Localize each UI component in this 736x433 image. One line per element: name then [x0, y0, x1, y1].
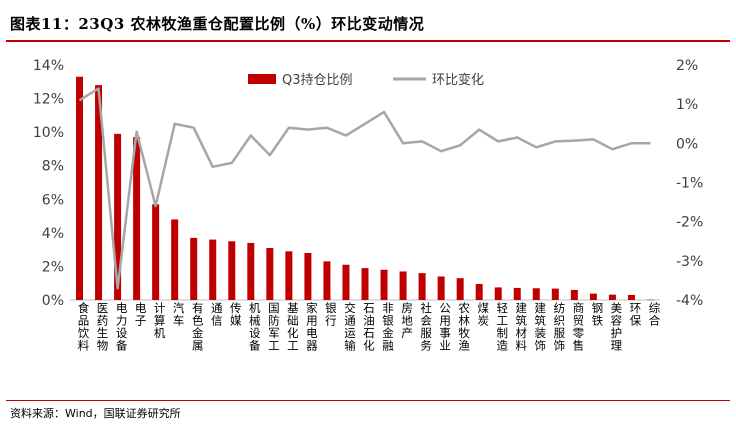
y-left-tick-label: 2% — [42, 259, 64, 275]
bar — [627, 294, 635, 300]
x-tick-label: 交通运输 — [344, 301, 356, 353]
bar — [475, 284, 483, 300]
x-tick-label: 计算机 — [154, 301, 166, 340]
y-left-tick-label: 0% — [42, 293, 64, 309]
x-tick-label: 纺织服饰 — [554, 301, 566, 353]
bar — [190, 237, 198, 300]
x-tick-label: 非银金融 — [382, 301, 394, 353]
x-tick-label: 有色金属 — [192, 301, 204, 353]
y-left-tick-label: 8% — [42, 159, 64, 175]
bar — [209, 239, 217, 300]
x-tick-label: 建筑装饰 — [535, 301, 547, 353]
y-right-tick-label: -2% — [676, 215, 703, 231]
x-tick-label: 电力设备 — [116, 301, 128, 353]
chart-title: 图表11：23Q3 农林牧渔重仓配置比例（%）环比变动情况 — [10, 15, 425, 33]
x-tick-label: 传媒 — [230, 301, 242, 328]
x-tick-label: 医药生物 — [97, 301, 109, 353]
legend-label-bar: Q3持仓比例 — [282, 73, 353, 88]
bar — [133, 137, 141, 300]
bar — [304, 253, 312, 300]
x-tick-label: 煤炭 — [477, 301, 489, 328]
bar — [513, 287, 521, 300]
bar — [570, 289, 578, 300]
source-divider — [6, 400, 730, 401]
y-right-tick-label: 2% — [676, 58, 698, 74]
x-tick-label: 公用事业 — [439, 301, 451, 353]
bar — [532, 288, 540, 300]
x-tick-label: 石油石化 — [363, 301, 375, 353]
bar — [361, 268, 369, 300]
bar — [152, 204, 160, 300]
y-left-tick-label: 12% — [33, 92, 64, 108]
y-left-tick-label: 6% — [42, 192, 64, 208]
bar — [247, 242, 255, 300]
x-tick-label: 银行 — [325, 301, 337, 328]
bar — [456, 278, 464, 300]
axes: 0% 2% 4% 6% 8% 10% 12% 14% -4% -3% -2% -1% 0% 1% 2% — [33, 58, 703, 309]
y-right-tick-label: -1% — [676, 176, 703, 192]
x-tick-label: 建筑材料 — [516, 301, 528, 353]
bar — [646, 299, 654, 301]
bar — [418, 273, 426, 300]
x-tick-label: 机械设备 — [249, 301, 261, 353]
bar — [228, 241, 236, 300]
change-line — [78, 87, 651, 290]
legend: Q3持仓比例 环比变化 — [248, 72, 484, 88]
y-left-tick-label: 10% — [33, 125, 64, 141]
y-left-tick-label: 14% — [33, 58, 64, 74]
bar — [114, 133, 122, 300]
x-tick-label: 房地产 — [401, 301, 413, 340]
x-tick-label: 综合 — [649, 301, 661, 328]
legend-swatch-bar — [248, 74, 276, 84]
y-right-tick-label: -4% — [676, 293, 703, 309]
x-tick-label: 电子 — [135, 301, 147, 328]
x-tick-label: 汽车 — [173, 301, 185, 328]
x-tick-label: 通信 — [211, 301, 223, 328]
x-axis-labels: 食品饮料医药生物电力设备电子计算机汽车有色金属通信传媒机械设备国防军工基础化工家… — [78, 301, 661, 353]
y-right-tick-label: -3% — [676, 254, 703, 270]
x-tick-label: 家用电器 — [306, 301, 318, 353]
y-right-tick-label: 0% — [676, 136, 698, 152]
x-tick-label: 环保 — [630, 301, 642, 328]
title-divider — [6, 40, 730, 42]
bar — [589, 293, 597, 300]
x-tick-label: 轻工制造 — [496, 301, 508, 353]
x-tick-label: 美容护理 — [611, 301, 623, 353]
bar — [342, 264, 350, 300]
y-right-tick-label: 1% — [676, 97, 698, 113]
bar — [95, 85, 103, 301]
bar — [399, 271, 407, 300]
x-tick-label: 食品饮料 — [78, 301, 90, 353]
source-note: 资料来源：Wind，国联证券研究所 — [10, 407, 181, 420]
bar — [323, 261, 331, 300]
bar — [285, 251, 293, 300]
bar — [266, 247, 274, 300]
bar — [380, 269, 388, 300]
bar — [437, 276, 445, 300]
x-tick-label: 基础化工 — [287, 301, 299, 353]
x-tick-label: 农林牧渔 — [458, 301, 470, 353]
x-tick-label: 钢铁 — [592, 301, 604, 328]
x-tick-label: 社会服务 — [420, 301, 432, 353]
bar — [76, 76, 84, 300]
line-series — [78, 87, 651, 290]
title-bar: 图表11：23Q3 农林牧渔重仓配置比例（%）环比变动情况 — [6, 6, 730, 42]
x-tick-label: 商贸零售 — [573, 301, 585, 353]
legend-label-line: 环比变化 — [432, 72, 484, 88]
bar — [608, 294, 616, 300]
bar — [494, 287, 502, 300]
bar-series — [76, 76, 654, 301]
bar — [171, 219, 179, 300]
x-tick-label: 国防军工 — [268, 301, 280, 353]
bar — [551, 288, 559, 300]
y-left-tick-label: 4% — [42, 226, 64, 242]
